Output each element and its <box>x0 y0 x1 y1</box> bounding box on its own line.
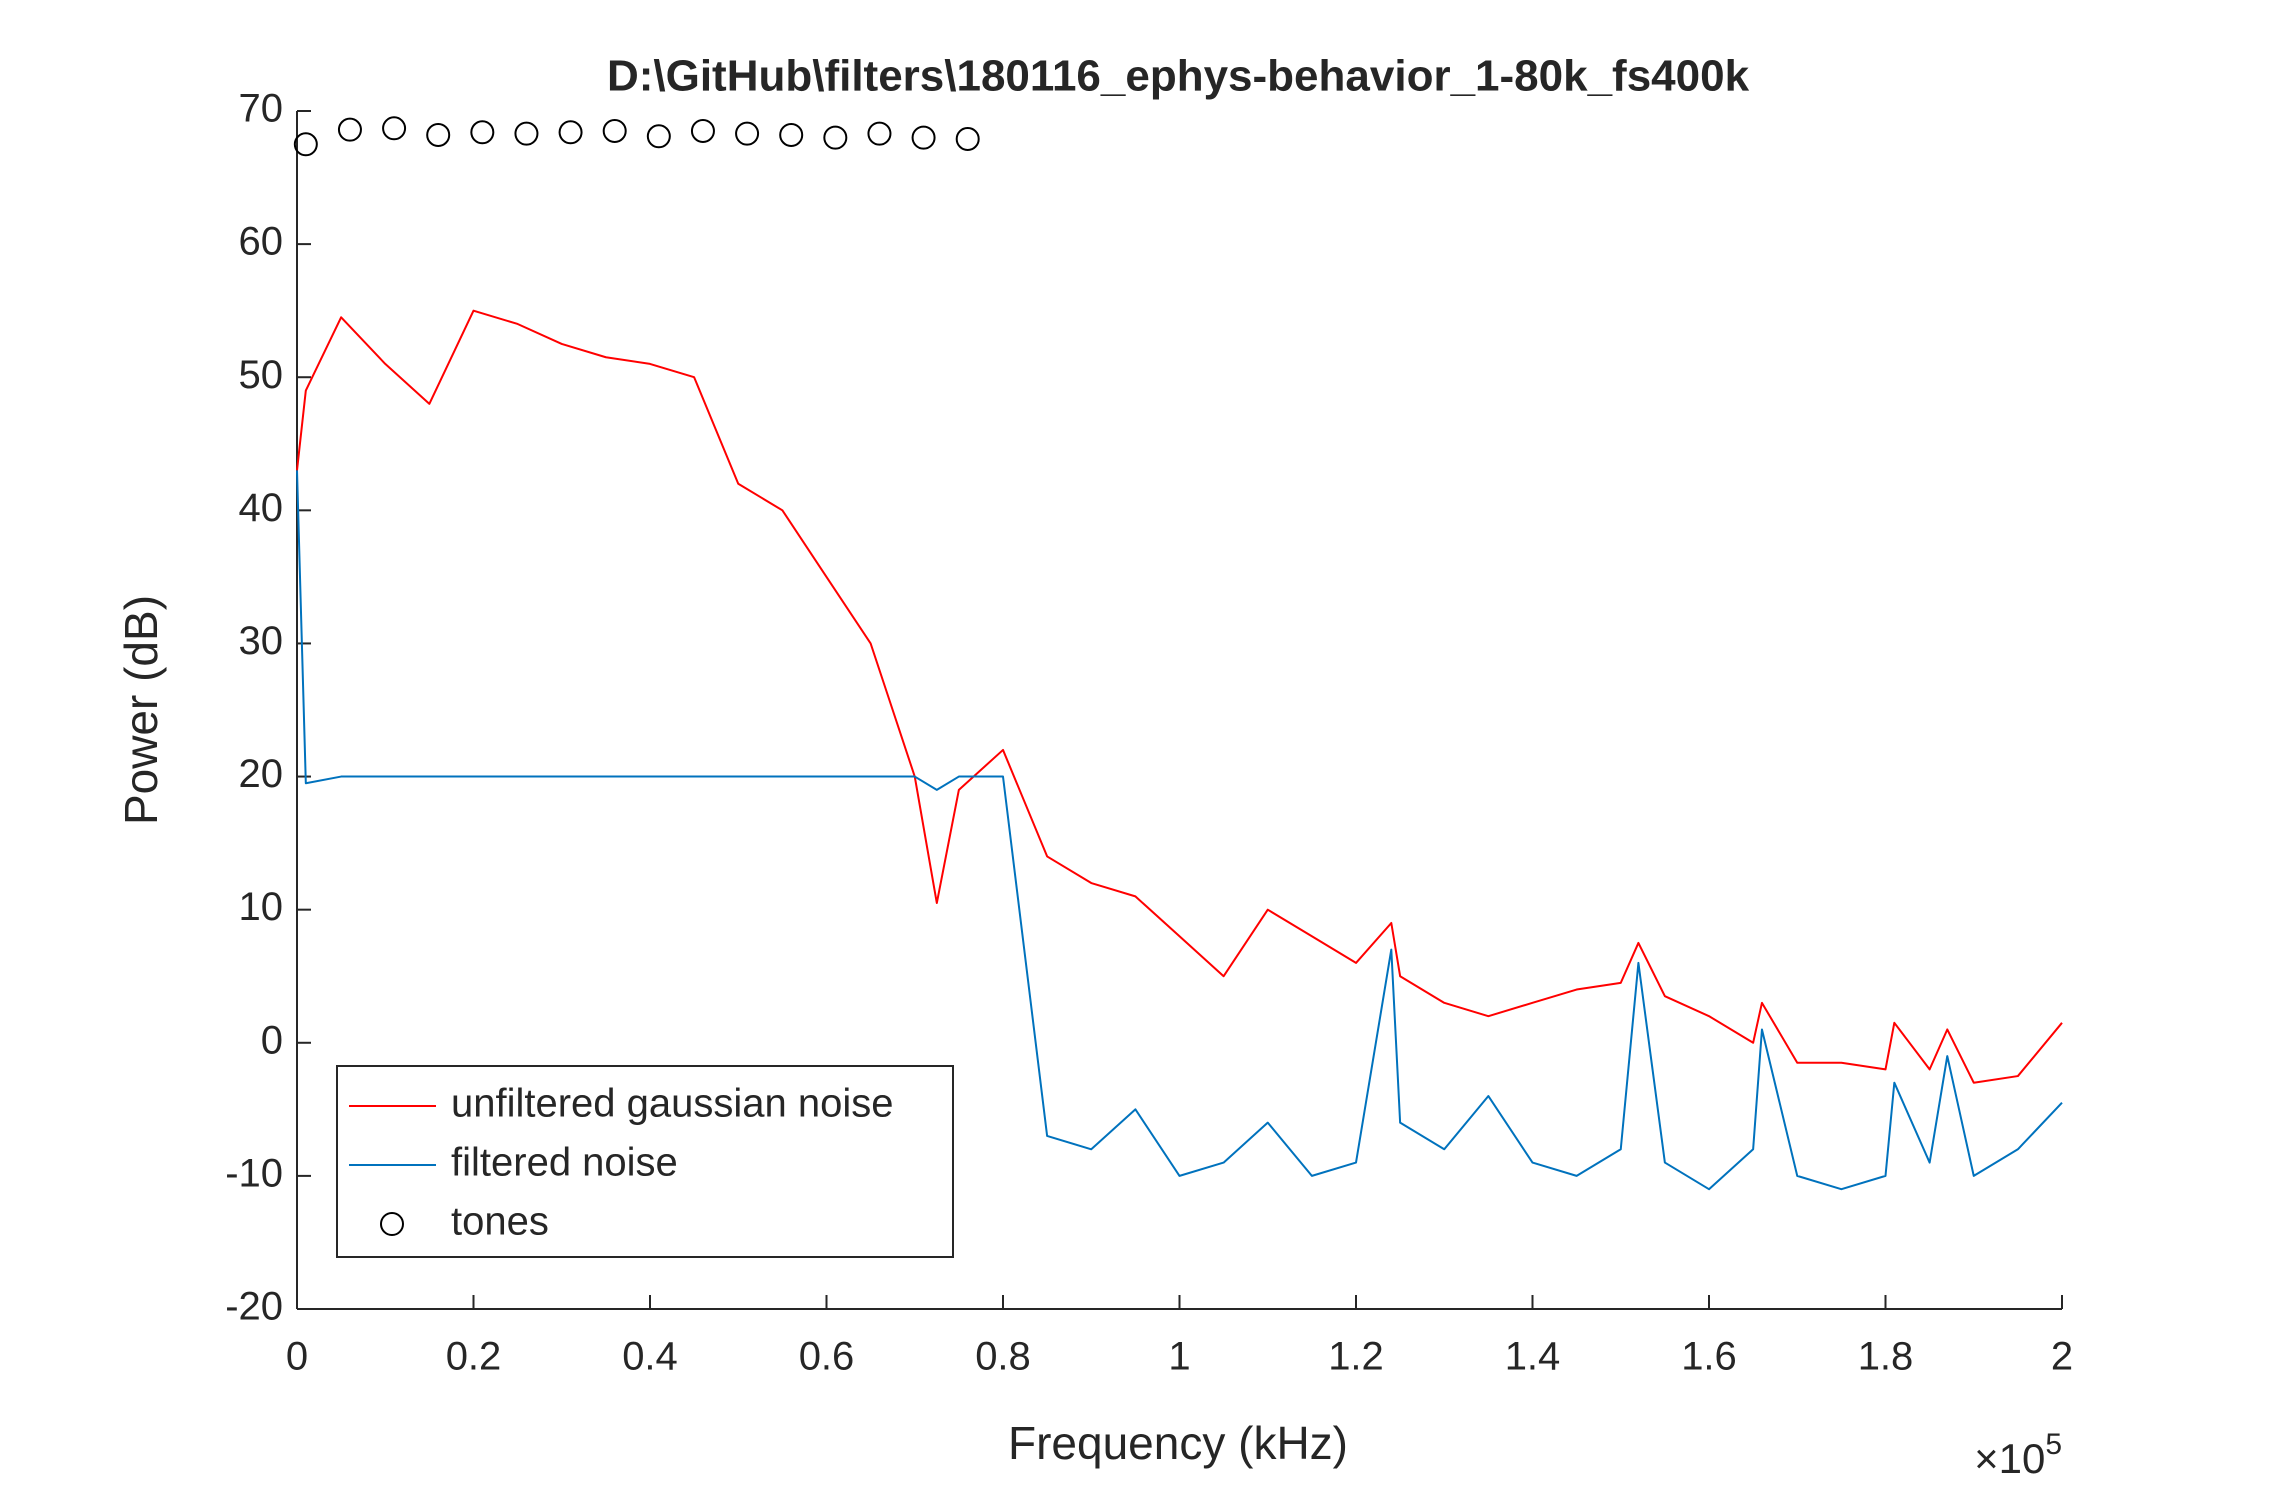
tone-marker <box>514 121 539 146</box>
y-tick-label: 70 <box>239 87 284 131</box>
x-tick-label: 0.6 <box>799 1335 855 1379</box>
tone-marker <box>690 118 715 143</box>
tone-marker <box>470 120 495 145</box>
x-multiplier-exponent: 5 <box>2045 1428 2062 1461</box>
y-tick-label: -20 <box>225 1285 283 1329</box>
x-tick-label: 1.6 <box>1681 1335 1737 1379</box>
x-tick-label: 1 <box>1168 1335 1190 1379</box>
series-line <box>296 470 2063 1191</box>
x-tick-label: 0 <box>286 1335 308 1379</box>
tone-marker <box>337 117 362 142</box>
y-tick-label: 50 <box>239 353 284 397</box>
x-tick-label: 1.2 <box>1328 1335 1384 1379</box>
y-tick-label: 10 <box>239 885 284 929</box>
x-tick-label: 0.4 <box>622 1335 678 1379</box>
tone-marker <box>426 122 451 147</box>
tone-marker <box>867 121 892 146</box>
x-multiplier-base: ×10 <box>1974 1435 2045 1482</box>
legend-marker <box>380 1212 404 1236</box>
y-axis-label: Power (dB) <box>115 595 167 825</box>
tone-marker <box>735 121 760 146</box>
x-tick-label: 0.2 <box>446 1335 502 1379</box>
x-tick-label: 1.4 <box>1505 1335 1561 1379</box>
legend-label: tones <box>451 1200 549 1244</box>
tone-marker <box>779 122 804 147</box>
y-tick-label: 40 <box>239 486 284 530</box>
tone-marker <box>823 125 848 150</box>
y-tick-label: -10 <box>225 1151 283 1195</box>
series-line <box>296 309 2063 1084</box>
tone-marker <box>602 118 627 143</box>
y-tick-label: 60 <box>239 220 284 264</box>
x-axis-label: Frequency (kHz) <box>1008 1417 1348 1469</box>
y-tick-label: 30 <box>239 619 284 663</box>
x-tick-label: 1.8 <box>1858 1335 1914 1379</box>
tone-marker <box>382 116 407 141</box>
chart-title: D:\GitHub\filters\180116_ephys-behavior_… <box>607 52 1750 101</box>
legend-label: unfiltered gaussian noise <box>451 1082 894 1126</box>
tone-marker <box>646 124 671 149</box>
tone-marker <box>911 125 936 150</box>
y-tick-label: 20 <box>239 752 284 796</box>
tone-marker <box>955 126 980 151</box>
legend-label: filtered noise <box>451 1141 678 1185</box>
x-tick-label: 2 <box>2051 1335 2073 1379</box>
x-tick-label: 0.8 <box>975 1335 1031 1379</box>
legend-box <box>336 1065 954 1258</box>
y-tick-label: 0 <box>261 1018 283 1062</box>
x-multiplier: ×105 <box>1974 1428 2062 1482</box>
tone-marker <box>558 120 583 145</box>
tone-marker <box>293 132 318 157</box>
